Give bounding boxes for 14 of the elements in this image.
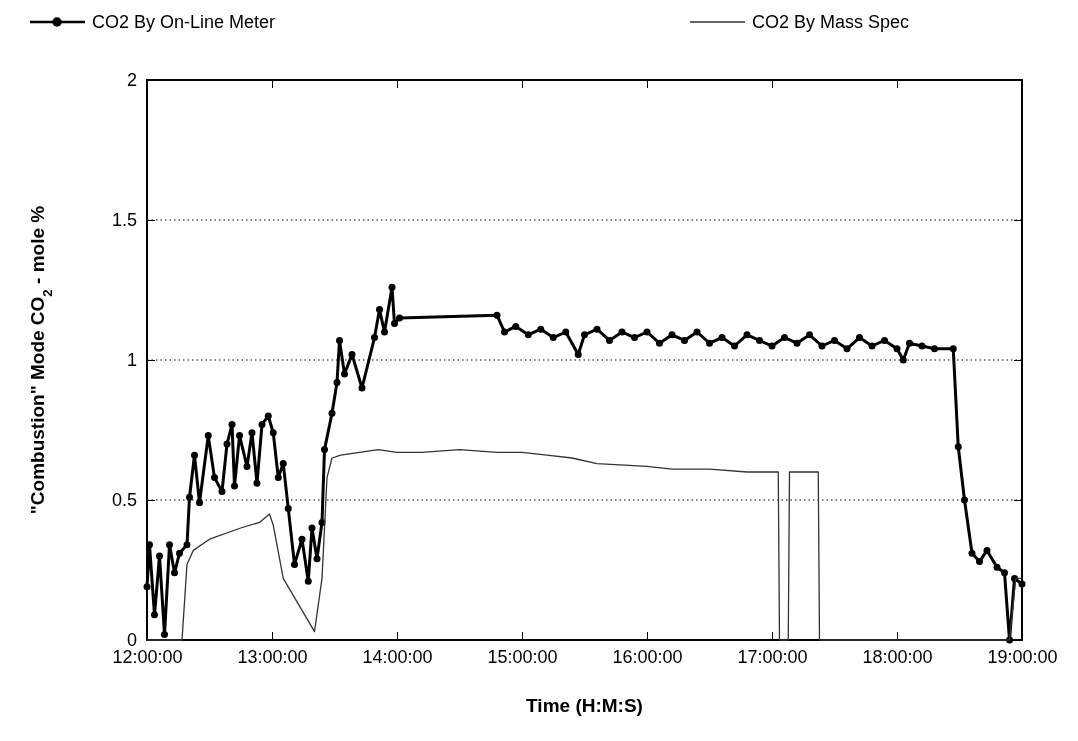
x-tick-label: 16:00:00: [612, 646, 683, 667]
x-tick-label: 14:00:00: [362, 646, 433, 667]
x-tick-label: 13:00:00: [237, 646, 308, 667]
legend-label: CO2 By On-Line Meter: [92, 12, 276, 32]
y-tick-label: 2: [126, 70, 137, 91]
y-tick-label: 1.5: [111, 210, 137, 231]
x-tick-label: 17:00:00: [737, 646, 808, 667]
legend-label: CO2 By Mass Spec: [752, 12, 910, 32]
x-tick-label: 18:00:00: [862, 646, 933, 667]
y-tick-label: 0.5: [111, 490, 137, 511]
y-tick-label: 1: [126, 350, 137, 371]
x-tick-label: 15:00:00: [487, 646, 558, 667]
x-axis-title: Time (H:M:S): [526, 695, 643, 716]
x-tick-label: 19:00:00: [987, 646, 1058, 667]
